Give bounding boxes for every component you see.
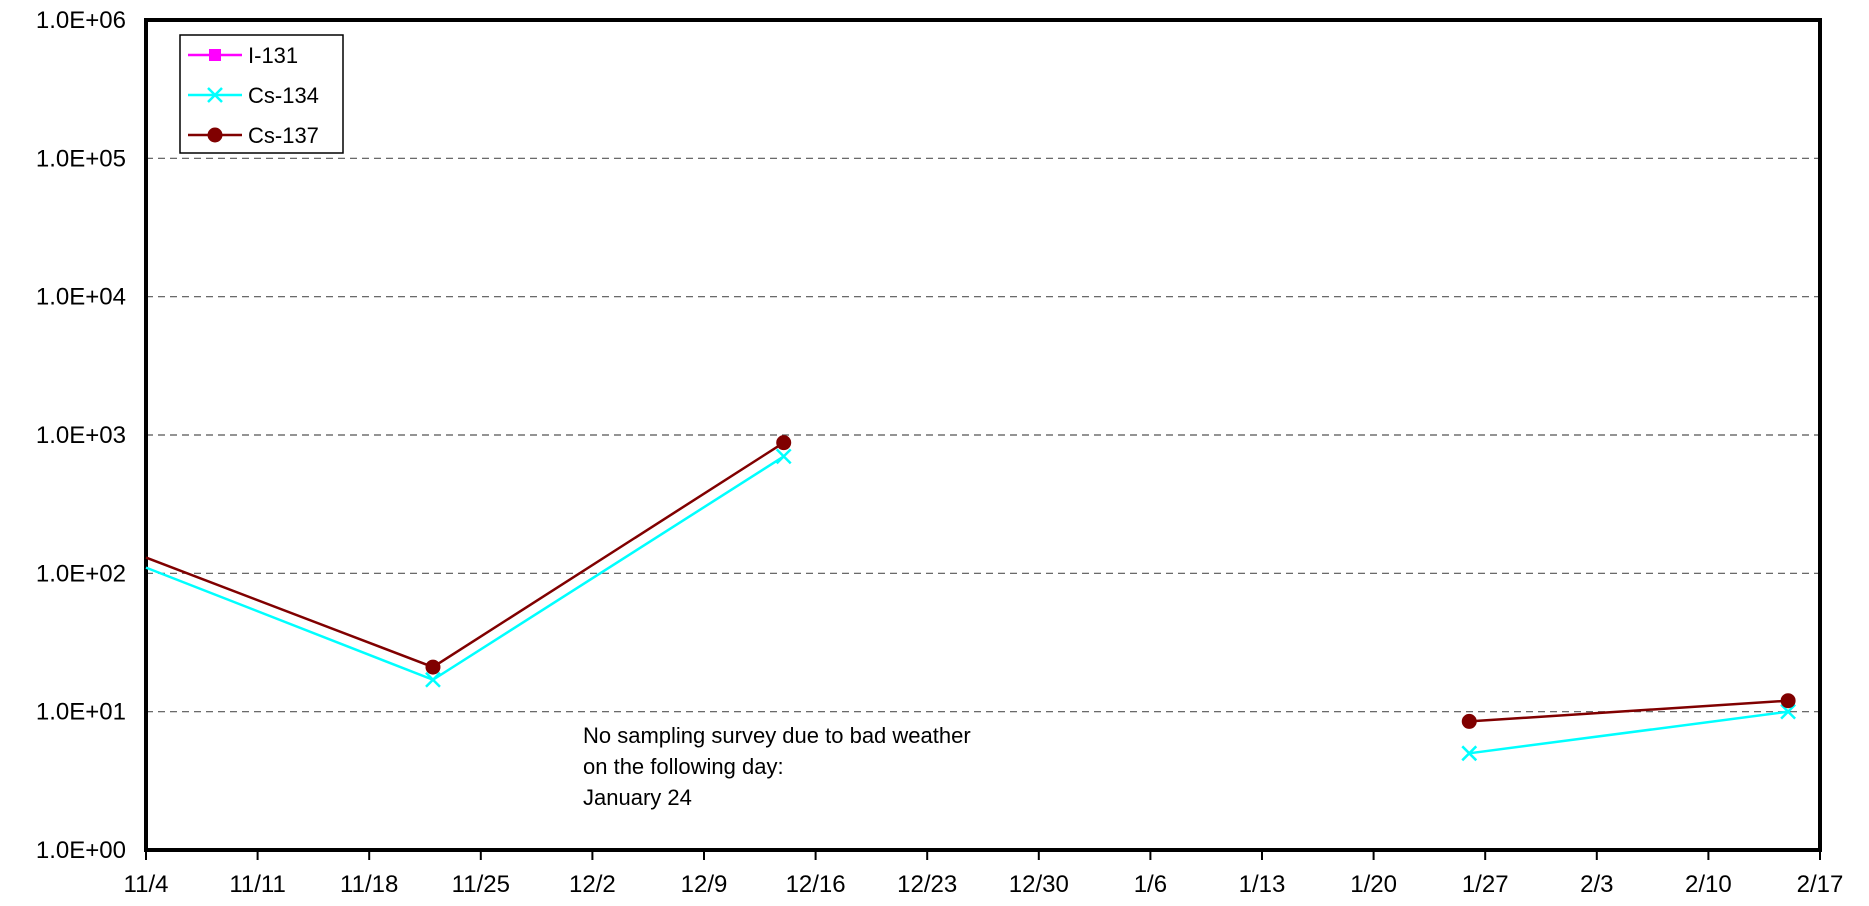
series-layer (145, 435, 1796, 762)
cs-134-point (425, 671, 441, 688)
legend-label-cs-137: Cs-137 (248, 123, 319, 148)
y-tick-label: 1.0E+00 (36, 837, 126, 864)
x-tick-label: 12/9 (681, 871, 728, 898)
x-tick-label: 1/27 (1462, 871, 1509, 898)
legend: I-131 Cs-134 Cs-137 (179, 34, 344, 154)
legend-marker-cs-137 (207, 127, 223, 143)
legend-marker-i-131 (209, 49, 221, 61)
series-cs-134 (145, 448, 1796, 762)
x-tick-label: 1/6 (1134, 871, 1167, 898)
y-tick-label: 1.0E+04 (36, 284, 126, 311)
cs-137-point (1780, 693, 1796, 709)
legend-label-i-131: I-131 (248, 43, 298, 68)
x-tick-label: 11/11 (229, 871, 286, 898)
x-tick-label: 11/25 (452, 871, 510, 898)
x-tick-label: 11/4 (124, 871, 169, 898)
cs-134-point (1461, 745, 1478, 762)
cs-137-point (776, 435, 792, 451)
x-tick-label: 1/13 (1239, 871, 1286, 898)
cs-134-line (1469, 710, 1789, 755)
cs-137-line (145, 441, 785, 669)
x-tick-label: 12/23 (897, 871, 957, 898)
cs-134-point (775, 448, 792, 465)
x-tick-label: 12/2 (569, 871, 616, 898)
y-tick-label: 1.0E+06 (36, 7, 126, 34)
y-tick-label: 1.0E+03 (36, 422, 126, 449)
annotation: No sampling survey due to bad weather on … (583, 723, 971, 810)
x-tick-label: 12/30 (1009, 871, 1069, 898)
legend-label-cs-134: Cs-134 (248, 83, 319, 108)
x-tick-label: 12/16 (786, 871, 846, 898)
y-tick-label: 1.0E+05 (36, 145, 126, 172)
annotation-line: January 24 (583, 785, 692, 810)
cs-137-point (1461, 713, 1477, 729)
y-axis: 1.0E+00 1.0E+01 1.0E+02 1.0E+03 1.0E+04 1.0E+… (36, 7, 126, 864)
cs-137-line (1469, 699, 1789, 723)
x-tick-label: 2/17 (1797, 871, 1844, 898)
annotation-line: No sampling survey due to bad weather (583, 723, 971, 748)
y-tick-label: 1.0E+01 (36, 699, 126, 726)
series-cs-137 (145, 435, 1796, 729)
x-tick-label: 11/18 (340, 871, 398, 898)
y-tick-label: 1.0E+02 (36, 560, 126, 587)
x-axis: 11/4 11/11 11/18 11/25 12/2 12/9 12/16 12/23 12/… (124, 850, 1844, 898)
x-tick-label: 2/3 (1580, 871, 1613, 898)
grid-lines (146, 157, 1820, 713)
legend-marker-cs-134 (207, 87, 223, 103)
cs-137-point (425, 659, 441, 675)
plot-frame (144, 18, 1822, 852)
x-tick-label: 2/10 (1685, 871, 1732, 898)
x-tick-label: 1/20 (1350, 871, 1397, 898)
annotation-line: on the following day: (583, 754, 784, 779)
cs-134-point (1780, 703, 1796, 720)
